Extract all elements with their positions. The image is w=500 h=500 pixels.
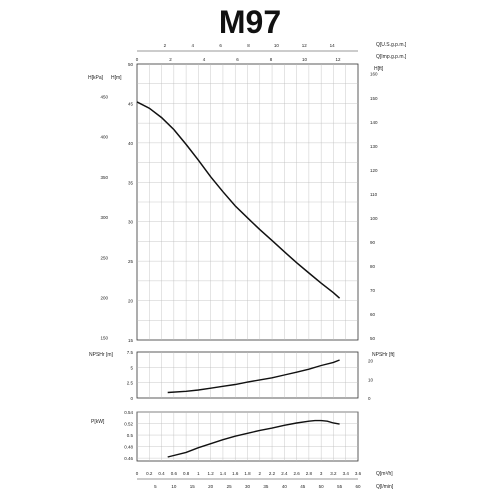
bottom-axis-2-tick-label: 5 [154, 484, 157, 489]
top-axis-2-tick-label: 2 [169, 57, 172, 62]
chart-title: M97 [218, 4, 282, 40]
top-axis-2-tick-label: 0 [136, 57, 139, 62]
power-tick-label: 0.48 [124, 445, 133, 450]
top-axis-2-tick-label: 4 [203, 57, 206, 62]
head-tick-label-m: 15 [128, 338, 134, 343]
bottom-axis-2-tick-label: 30 [245, 484, 251, 489]
npsh-tick-label-ft: 0 [368, 396, 371, 401]
bottom-axis-1-tick-label: 2.6 [293, 471, 300, 476]
head-tick-label-kpa: 250 [100, 255, 108, 260]
bottom-axis-1-tick-label: 3 [320, 471, 323, 476]
head-curve [136, 101, 341, 299]
head-tick-label-kpa: 450 [100, 95, 108, 100]
head-ylabel-m: H[m] [111, 75, 122, 81]
bottom-axis-2-tick-label: 35 [263, 484, 269, 489]
bottom-axis-2-tick-label: 60 [355, 484, 361, 489]
bottom-axis-1-tick-label: 0 [136, 471, 139, 476]
top-axis-2-tick-label: 8 [270, 57, 273, 62]
bottom-axis-1-tick-label: 1.8 [244, 471, 251, 476]
npsh-ylabel-left: NPSHr [m] [89, 352, 114, 358]
head-tick-label-ft: 160 [370, 72, 378, 77]
head-tick-label-ft: 90 [370, 240, 376, 245]
bottom-axis-1-tick-label: 1.2 [208, 471, 215, 476]
head-tick-label-ft: 70 [370, 288, 376, 293]
head-tick-label-kpa: 300 [100, 215, 108, 220]
bottom-axis-2-tick-label: 50 [319, 484, 325, 489]
head-ylabel-ft: H[ft] [374, 66, 384, 72]
npsh-curve [167, 359, 340, 394]
head-tick-label-ft: 120 [370, 168, 378, 173]
bottom-axis-1-tick-label: 0.8 [183, 471, 190, 476]
bottom-axis-1-tick-label: 3.4 [343, 471, 350, 476]
head-tick-label-ft: 60 [370, 312, 376, 317]
bottom-axis-1-tick-label: 2.4 [281, 471, 288, 476]
npsh-tick-label-m: 7.5 [127, 350, 134, 355]
bottom-axis-1-tick-label: 2.2 [269, 471, 276, 476]
head-tick-label-m: 50 [128, 62, 134, 67]
top-axis-1-tick-label: 6 [219, 43, 222, 48]
head-tick-label-ft: 140 [370, 120, 378, 125]
top-axis-2-label: Q[Imp.g.p.m.] [376, 54, 407, 60]
bottom-axis-2-tick-label: 55 [337, 484, 343, 489]
head-tick-label-ft: 110 [370, 192, 378, 197]
npsh-tick-label-ft: 20 [368, 359, 374, 364]
top-axis-2-tick-label: 12 [335, 57, 341, 62]
head-tick-label-kpa: 150 [100, 336, 108, 341]
npsh-ylabel-right: NPSHr [ft] [372, 352, 395, 358]
head-tick-label-kpa: 200 [100, 296, 108, 301]
npsh-tick-label-ft: 10 [368, 377, 374, 382]
bottom-axis-2-tick-label: 25 [227, 484, 233, 489]
head-tick-label-ft: 80 [370, 264, 376, 269]
top-axis-1-tick-label: 12 [302, 43, 308, 48]
bottom-axis-2-tick-label: 10 [171, 484, 177, 489]
power-curve [167, 419, 340, 458]
head-tick-label-m: 35 [128, 180, 134, 185]
top-axis-1-label: Q[U.S.g.p.m.] [376, 42, 407, 48]
power-tick-label: 0.54 [124, 410, 133, 415]
head-tick-label-m: 45 [128, 101, 134, 106]
bottom-axis-1-tick-label: 1.6 [232, 471, 239, 476]
top-axis-1-tick-label: 8 [247, 43, 250, 48]
npsh-tick-label-m: 2.5 [127, 381, 134, 386]
bottom-axis-1-tick-label: 1.4 [220, 471, 227, 476]
top-axis-1-tick-label: 14 [330, 43, 336, 48]
npsh-tick-label-m: 0 [130, 396, 133, 401]
power-tick-label: 0.46 [124, 456, 133, 461]
bottom-axis-1-tick-label: 2 [259, 471, 262, 476]
top-axis-2-tick-label: 10 [302, 57, 308, 62]
top-axis-2-tick-label: 6 [236, 57, 239, 62]
bottom-axis-2-label: Q[l/min] [376, 484, 394, 490]
head-tick-label-m: 20 [128, 299, 134, 304]
bottom-axis-2-tick-label: 45 [300, 484, 306, 489]
bottom-axis-1-tick-label: 3.6 [355, 471, 362, 476]
top-axis-1-tick-label: 10 [274, 43, 280, 48]
top-axis-1-tick-label: 2 [164, 43, 167, 48]
head-tick-label-m: 25 [128, 259, 134, 264]
top-axis-1-tick-label: 4 [192, 43, 195, 48]
head-tick-label-kpa: 400 [100, 135, 108, 140]
head-ylabel-kpa: H[kPa] [88, 75, 104, 81]
bottom-axis-2-tick-label: 15 [190, 484, 196, 489]
power-tick-label: 0.52 [124, 422, 133, 427]
bottom-axis-1-tick-label: 3.2 [330, 471, 337, 476]
power-ylabel: P[kW] [91, 419, 105, 425]
head-tick-label-ft: 150 [370, 96, 378, 101]
head-tick-label-m: 30 [128, 220, 134, 225]
bottom-axis-2-tick-label: 40 [282, 484, 288, 489]
head-tick-label-ft: 130 [370, 144, 378, 149]
head-tick-label-m: 40 [128, 141, 134, 146]
head-tick-label-ft: 100 [370, 216, 378, 221]
npsh-tick-label-m: 5 [130, 365, 133, 370]
bottom-axis-1-tick-label: 1 [197, 471, 200, 476]
bottom-axis-1-tick-label: 2.8 [306, 471, 313, 476]
bottom-axis-1-label: Q[m³/h] [376, 471, 393, 477]
bottom-axis-1-tick-label: 0.2 [146, 471, 153, 476]
power-tick-label: 0.5 [127, 433, 134, 438]
bottom-axis-1-tick-label: 0.6 [171, 471, 178, 476]
bottom-axis-2-tick-label: 20 [208, 484, 214, 489]
bottom-axis-1-tick-label: 0.4 [158, 471, 165, 476]
head-tick-label-ft: 50 [370, 336, 376, 341]
head-tick-label-kpa: 350 [100, 175, 108, 180]
